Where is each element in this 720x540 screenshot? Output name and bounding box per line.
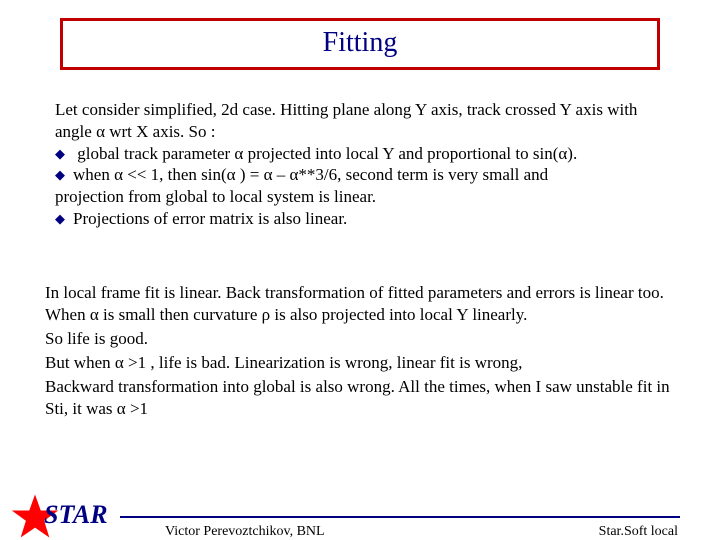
para2-line4: Backward transformation into global is a… — [45, 376, 680, 420]
bullet-2-text: when α << 1, then sin(α ) = α – α**3/6, … — [73, 165, 548, 184]
diamond-icon: ◆ — [55, 146, 73, 163]
bullet-line-2: ◆when α << 1, then sin(α ) = α – α**3/6,… — [55, 164, 675, 186]
page-title: Fitting — [323, 27, 398, 58]
bullet-2-continuation: projection from global to local system i… — [55, 186, 675, 208]
content-lower: In local frame fit is linear. Back trans… — [45, 282, 680, 421]
content-upper: Let consider simplified, 2d case. Hittin… — [55, 99, 675, 230]
bullet-3-text: Projections of error matrix is also line… — [73, 209, 347, 228]
para2-line1: In local frame fit is linear. Back trans… — [45, 282, 680, 326]
bullet-line-1: ◆ global track parameter α projected int… — [55, 143, 675, 165]
diamond-icon: ◆ — [55, 211, 73, 228]
footer-divider — [120, 516, 680, 518]
bullet-line-3: ◆Projections of error matrix is also lin… — [55, 208, 675, 230]
footer-right: Star.Soft local — [599, 524, 678, 540]
para2-line3: But when α >1 , life is bad. Linearizati… — [45, 352, 680, 374]
bullet-1-text: global track parameter α projected into … — [73, 144, 577, 163]
logo-text: STAR — [44, 500, 108, 530]
footer-author: Victor Perevoztchikov, BNL — [165, 524, 325, 540]
diamond-icon: ◆ — [55, 167, 73, 184]
para2-line2: So life is good. — [45, 328, 680, 350]
intro-paragraph: Let consider simplified, 2d case. Hittin… — [55, 99, 675, 143]
title-box: Fitting — [60, 18, 660, 70]
